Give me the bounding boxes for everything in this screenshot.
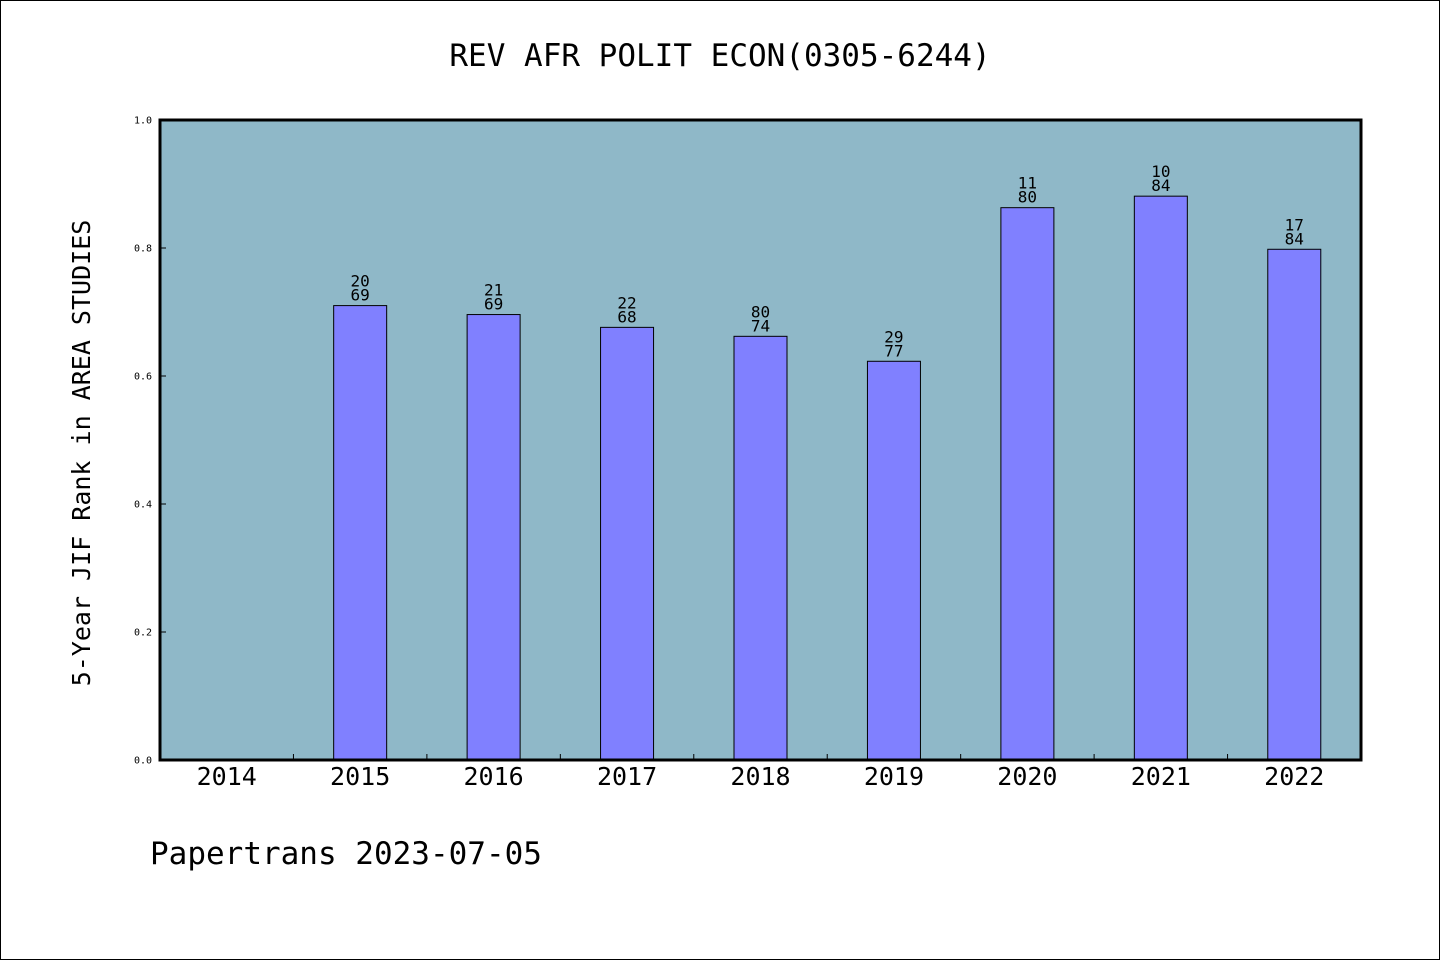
bar-label-top-2022: 17 (1285, 215, 1304, 234)
plot-border (158, 118, 1363, 762)
bar-label-bottom-2017: 68 (617, 307, 636, 326)
y-tick-label-0.2: 0.2 (134, 628, 152, 639)
bar-2022 (1267, 248, 1322, 761)
bar-label-bottom-2015: 69 (351, 286, 370, 305)
bar-2017 (600, 326, 655, 761)
bar-label-top-2020: 11 (1018, 174, 1037, 193)
x-tick-label-2019: 2019 (864, 762, 924, 791)
x-axis: 2014 2015 2016 2017 2018 2019 2020 2021 2022 (197, 754, 1324, 791)
bar-2021 (1133, 195, 1188, 761)
bar-label-top-2019: 29 (884, 327, 903, 346)
bar-label-bottom-2018: 74 (751, 316, 770, 335)
bar-label-top-2021: 10 (1151, 162, 1170, 181)
bars-group (333, 195, 1322, 761)
bar-label-top-2015: 20 (351, 272, 370, 291)
bar-label-bottom-2022: 84 (1285, 229, 1304, 248)
y-tick-label-0.0: 0.0 (134, 756, 152, 767)
y-tick-label-0.6: 0.6 (134, 372, 152, 383)
x-tick-label-2016: 2016 (464, 762, 524, 791)
bar-label-top-2018: 80 (751, 302, 770, 321)
bar-label-bottom-2020: 80 (1018, 188, 1037, 207)
y-axis: 0.0 0.2 0.4 0.6 0.8 1.0 (134, 116, 166, 767)
bar-2015 (333, 305, 388, 761)
y-tick-label-1.0: 1.0 (134, 116, 152, 127)
bar-label-top-2017: 22 (617, 293, 636, 312)
bar-label-bottom-2019: 77 (884, 341, 903, 360)
x-tick-label-2020: 2020 (997, 762, 1057, 791)
bar-2016 (466, 314, 521, 761)
x-tick-label-2022: 2022 (1264, 762, 1324, 791)
chart-title: REV AFR POLIT ECON(0305-6244) (449, 38, 990, 74)
bar-label-bottom-2016: 69 (484, 295, 503, 314)
footer-text: Papertrans 2023-07-05 (150, 836, 542, 872)
bar-2018 (733, 335, 788, 761)
y-tick-label-0.8: 0.8 (134, 244, 152, 255)
x-tick-label-2014: 2014 (197, 762, 257, 791)
y-axis-label: 5-Year JIF Rank in AREA STUDIES (67, 220, 96, 687)
bar-label-bottom-2021: 84 (1151, 176, 1170, 195)
bar-2019 (866, 360, 921, 761)
x-tick-label-2017: 2017 (597, 762, 657, 791)
x-tick-label-2021: 2021 (1131, 762, 1191, 791)
y-tick-label-0.4: 0.4 (134, 500, 152, 511)
x-tick-label-2018: 2018 (730, 762, 790, 791)
bar-2020 (1000, 207, 1055, 761)
x-tick-label-2015: 2015 (330, 762, 390, 791)
bar-label-top-2016: 21 (484, 281, 503, 300)
